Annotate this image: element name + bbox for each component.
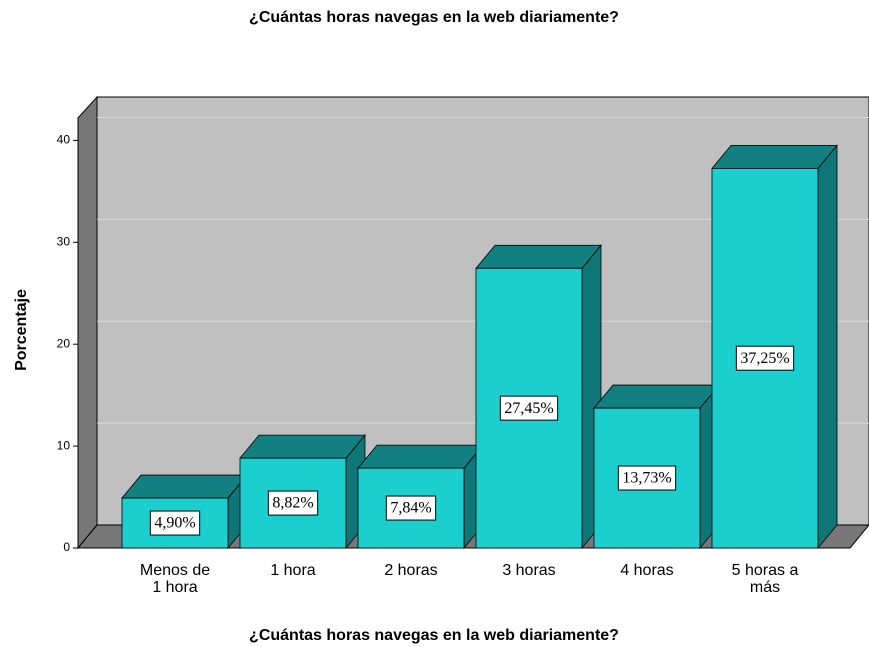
- y-tick-label: 20: [57, 336, 71, 350]
- side-wall: [77, 95, 98, 550]
- y-tick-label: 10: [57, 438, 71, 452]
- value-label: 27,45%: [504, 400, 553, 417]
- value-label-box: [385, 495, 437, 521]
- value-label: 13,73%: [622, 470, 671, 487]
- x-tick-label: 2 horas: [384, 562, 438, 579]
- y-tick-label: 0: [63, 540, 70, 554]
- bar-top: [593, 384, 720, 409]
- value-label: 4,90%: [154, 515, 195, 532]
- bar-top: [357, 444, 484, 469]
- value-label-box: [267, 490, 319, 516]
- bar-top: [239, 434, 366, 459]
- value-label: 8,82%: [272, 495, 313, 512]
- x-tick-label: 1 hora: [270, 562, 316, 579]
- bar-top: [475, 244, 602, 269]
- y-tick-label: 30: [57, 234, 71, 248]
- bar-top: [121, 474, 248, 499]
- value-label-box: [499, 395, 559, 421]
- x-tick-label: 4 horas: [620, 562, 674, 579]
- x-tick-label: 5 horas a más: [731, 562, 799, 596]
- x-tick-label: Menos de 1 hora: [139, 562, 211, 596]
- value-label-box: [617, 465, 677, 491]
- bar-side: [817, 144, 838, 550]
- value-label: 37,25%: [740, 350, 789, 367]
- y-axis-title: Porcentaje: [13, 289, 30, 371]
- value-label: 7,84%: [390, 500, 431, 517]
- x-tick-label: 3 horas: [502, 562, 556, 579]
- bar-top: [711, 145, 838, 169]
- chart-title: ¿Cuántas horas navegas en la web diariam…: [249, 9, 619, 26]
- value-label-box: [735, 345, 795, 371]
- y-tick-label: 40: [57, 133, 71, 147]
- x-axis-title: ¿Cuántas horas navegas en la web diariam…: [249, 627, 619, 644]
- value-label-box: [149, 510, 201, 536]
